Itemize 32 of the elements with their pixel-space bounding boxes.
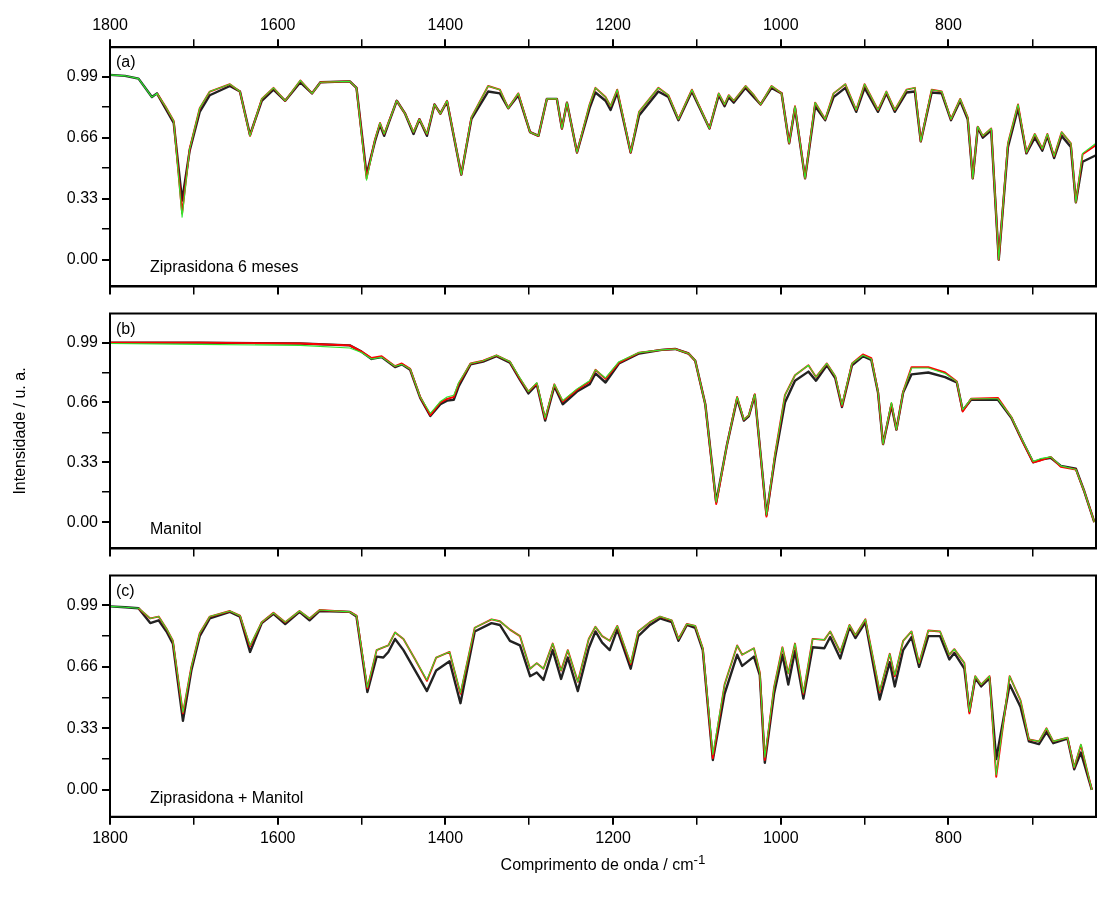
x-tick-label: 1000 <box>762 828 799 846</box>
y-tick-label: 0.66 <box>66 128 99 146</box>
x-tick-label: 1800 <box>92 828 128 846</box>
y-tick-label: 0.33 <box>66 452 99 470</box>
y-tick-label: 0.00 <box>66 512 99 530</box>
x-tick-label: 1600 <box>259 828 296 846</box>
x-tick-label: 1400 <box>427 828 464 846</box>
x-tick-label: 800 <box>935 828 962 846</box>
annotation: (b) <box>116 319 136 337</box>
annotation: (c) <box>116 581 135 599</box>
annotation: (a) <box>116 53 136 71</box>
y-tick-label: 0.00 <box>66 250 99 268</box>
annotation: Ziprasidona 6 meses <box>150 258 299 276</box>
annotation: Manitol <box>150 520 202 538</box>
x2-tick-label: 1600 <box>259 16 296 34</box>
y-tick-label: 0.00 <box>66 780 99 798</box>
x2-tick-label: 1200 <box>595 16 631 34</box>
y-tick-label: 0.33 <box>66 718 99 736</box>
y-tick-label: 0.99 <box>66 333 99 351</box>
x-tick-label: 1200 <box>595 828 631 846</box>
y-tick-label: 0.33 <box>66 189 99 207</box>
y-tick-label: 0.66 <box>66 392 99 410</box>
x2-tick-label: 1000 <box>762 16 799 34</box>
y-tick-label: 0.99 <box>66 67 99 85</box>
x2-tick-label: 1800 <box>92 16 128 34</box>
y-tick-label: 0.99 <box>66 595 99 613</box>
y-axis-title: Intensidade / u. a. <box>11 367 29 495</box>
annotation: Ziprasidona + Manitol <box>150 788 304 806</box>
x-axis-title: Comprimento de onda / cm$^{-1}$ <box>499 852 707 875</box>
y-tick-label: 0.66 <box>66 657 99 675</box>
x2-tick-label: 800 <box>935 16 962 34</box>
x2-tick-label: 1400 <box>427 16 464 34</box>
